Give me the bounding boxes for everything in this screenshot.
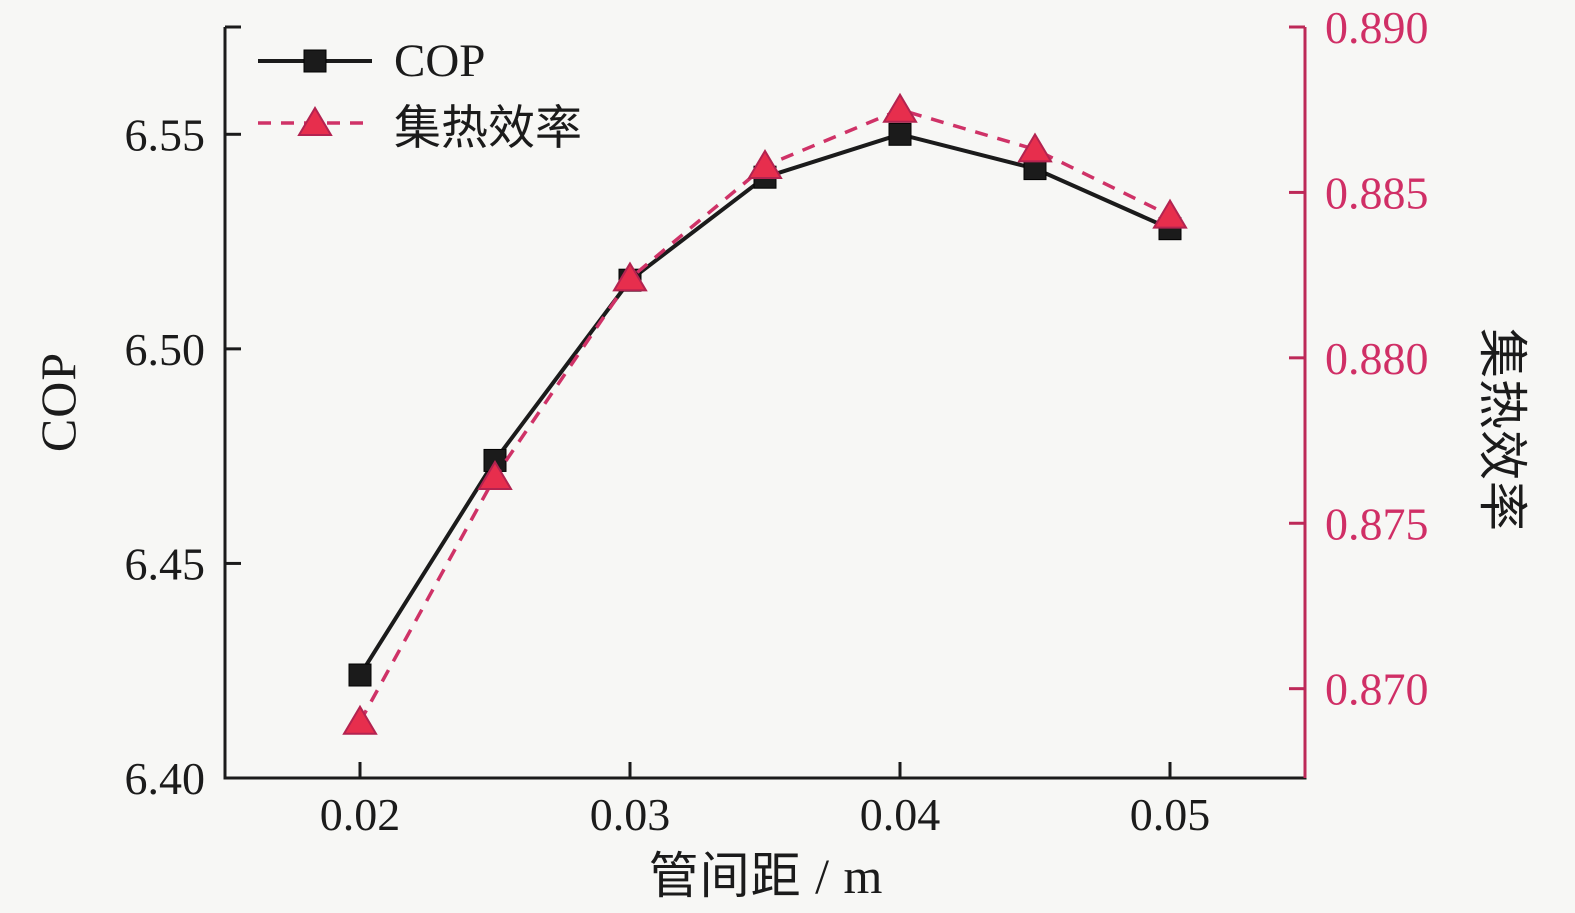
- series-cop: [348, 122, 1182, 687]
- legend: COP 集热效率: [256, 30, 582, 155]
- x-axis-tick-label: 0.05: [1130, 789, 1211, 840]
- data-point-marker: [1017, 132, 1053, 163]
- left-axis-title: COP: [30, 351, 86, 453]
- legend-item-efficiency: 集热效率: [256, 92, 582, 155]
- legend-sample-marker: [303, 49, 327, 73]
- right-axis-title: 集热效率: [1474, 328, 1530, 532]
- data-point-marker: [612, 261, 648, 292]
- data-point-marker: [888, 122, 912, 146]
- series-efficiency: [342, 92, 1188, 735]
- right-axis-tick-label: 0.885: [1325, 167, 1429, 218]
- data-point-marker: [348, 663, 372, 687]
- legend-sample-marker: [297, 106, 333, 136]
- data-point-marker: [747, 148, 783, 179]
- left-axis-tick-label: 6.45: [125, 538, 206, 589]
- right-axis-tick-label: 0.880: [1325, 333, 1429, 384]
- right-axis-tick-label: 0.890: [1325, 2, 1429, 53]
- legend-label-cop: COP: [394, 35, 486, 87]
- efficiency-line-sample-icon: [258, 106, 372, 136]
- series-line: [358, 132, 1171, 677]
- data-point-marker: [882, 92, 918, 123]
- left-axis-tick-label: 6.50: [125, 324, 206, 375]
- left-axis-tick-label: 6.55: [125, 109, 206, 160]
- x-axis-title: 管间距 / m: [648, 848, 884, 904]
- x-axis-tick-label: 0.04: [860, 789, 941, 840]
- right-axis-tick-label: 0.875: [1325, 498, 1429, 549]
- x-axis-tick-label: 0.03: [590, 789, 671, 840]
- legend-label-efficiency: 集热效率: [394, 102, 582, 155]
- data-point-marker: [342, 704, 378, 735]
- series-line: [358, 107, 1171, 723]
- cop-line-sample-icon: [258, 49, 372, 73]
- legend-item-cop: COP: [256, 30, 582, 92]
- x-axis-tick-label: 0.02: [320, 789, 401, 840]
- left-axis-tick-label: 6.40: [125, 753, 206, 804]
- data-point-marker: [477, 459, 513, 490]
- right-axis-tick-label: 0.870: [1325, 664, 1429, 715]
- data-point-marker: [1152, 198, 1188, 229]
